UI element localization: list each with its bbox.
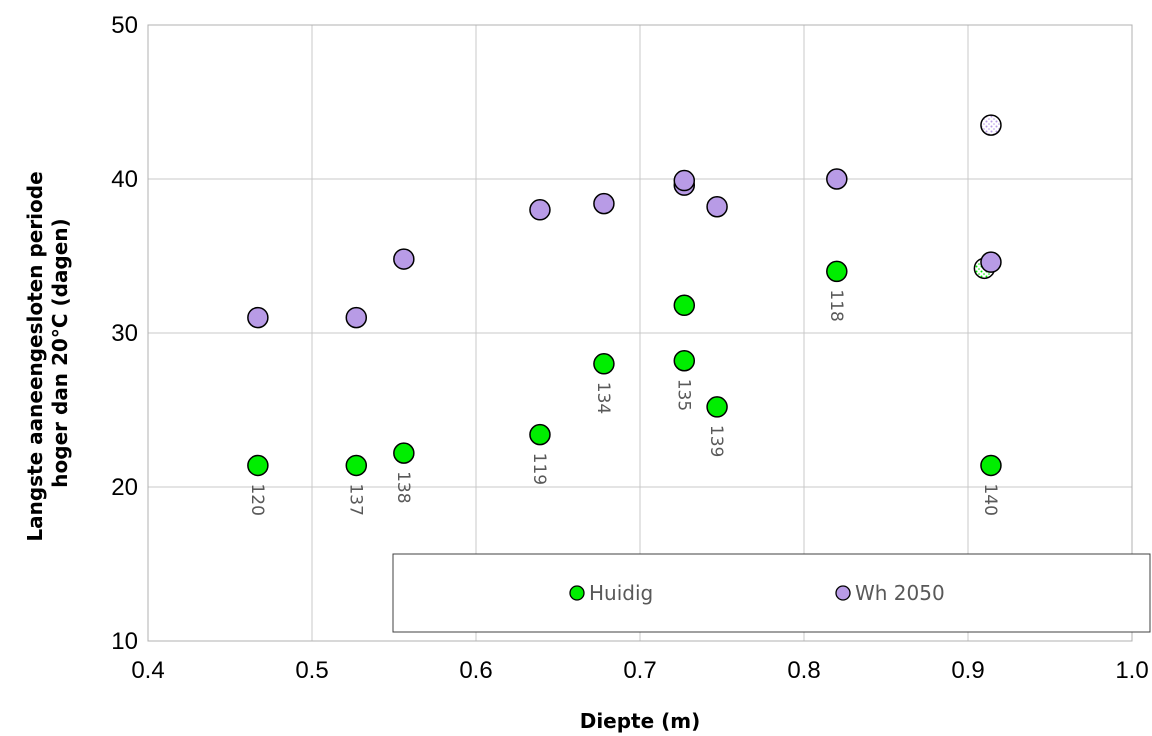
data-label: 140 bbox=[980, 483, 1000, 515]
legend-marker bbox=[835, 585, 851, 601]
legend-label: Huidig bbox=[589, 581, 653, 605]
y-axis-ticks: 10 20 30 40 50 bbox=[111, 12, 138, 655]
x-axis-ticks: 0.4 0.5 0.6 0.7 0.8 0.9 1.0 bbox=[131, 657, 1148, 684]
legend-label: Wh 2050 bbox=[855, 581, 945, 605]
data-label: 135 bbox=[673, 379, 693, 411]
x-tick-label: 0.5 bbox=[295, 657, 328, 684]
data-point bbox=[980, 251, 1002, 273]
data-label: 139 bbox=[706, 425, 726, 457]
markers bbox=[247, 114, 1002, 477]
x-axis-title: Diepte (m) bbox=[580, 709, 701, 733]
data-point bbox=[393, 442, 415, 464]
data-point bbox=[673, 294, 696, 317]
legend: Huidig Wh 2050 bbox=[392, 553, 1151, 633]
y-tick-label: 20 bbox=[111, 474, 138, 501]
data-point bbox=[980, 454, 1002, 477]
data-point bbox=[529, 199, 551, 221]
data-point bbox=[593, 353, 615, 375]
data-labels: 120 137 138 119 134 135 139 118 140 bbox=[247, 289, 1000, 515]
data-label: 134 bbox=[593, 382, 613, 414]
x-tick-label: 0.9 bbox=[951, 657, 984, 684]
y-tick-label: 40 bbox=[111, 166, 138, 193]
plot-area bbox=[147, 24, 1133, 642]
data-point bbox=[706, 195, 728, 218]
x-tick-label: 0.6 bbox=[459, 657, 492, 684]
data-point bbox=[345, 454, 368, 477]
data-point bbox=[593, 192, 615, 215]
data-point bbox=[393, 248, 415, 270]
data-label: 138 bbox=[393, 471, 413, 503]
x-tick-label: 0.7 bbox=[623, 657, 656, 684]
y-tick-label: 30 bbox=[111, 320, 138, 347]
x-tick-label: 0.4 bbox=[131, 657, 164, 684]
data-point bbox=[247, 454, 269, 477]
data-label: 137 bbox=[345, 483, 365, 515]
data-point bbox=[247, 306, 269, 329]
y-tick-label: 50 bbox=[111, 12, 138, 39]
data-point bbox=[673, 169, 696, 192]
x-tick-label: 1.0 bbox=[1115, 657, 1148, 684]
y-axis-title-line-1: Langste aaneengesloten periode bbox=[23, 171, 47, 541]
data-label: 119 bbox=[529, 453, 549, 485]
legend-marker bbox=[569, 585, 585, 601]
data-point bbox=[980, 114, 1002, 136]
y-axis-title: Langste aaneengesloten periode hoger dan… bbox=[23, 164, 72, 541]
data-point bbox=[345, 306, 368, 329]
y-axis-title-line-2: hoger dan 20°C (dagen) bbox=[48, 218, 72, 487]
data-label: 120 bbox=[247, 483, 267, 515]
data-point bbox=[826, 168, 848, 190]
data-point bbox=[826, 260, 848, 283]
data-label: 118 bbox=[826, 289, 846, 321]
data-point bbox=[529, 423, 551, 446]
data-point bbox=[673, 349, 696, 372]
legend-box bbox=[392, 553, 1151, 633]
data-point bbox=[706, 396, 728, 418]
y-tick-label: 10 bbox=[111, 628, 138, 655]
x-tick-label: 0.8 bbox=[787, 657, 820, 684]
